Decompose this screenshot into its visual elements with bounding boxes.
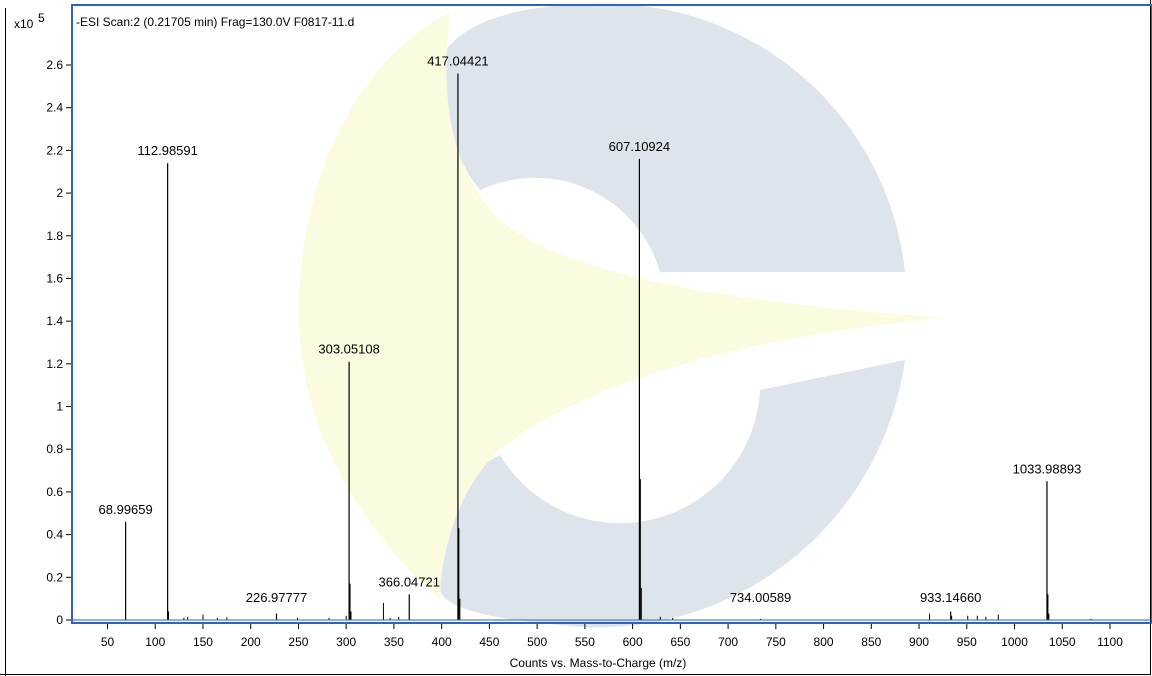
y-tick-label: 1.8 xyxy=(46,229,63,243)
x-tick-label: 750 xyxy=(766,635,786,649)
peak-label: 417.04421 xyxy=(427,54,488,69)
left-border-line xyxy=(5,8,6,676)
x-tick-label: 350 xyxy=(384,635,404,649)
peak-label: 68.99659 xyxy=(99,502,153,517)
x-tick-label: 1100 xyxy=(1097,635,1123,649)
x-tick-label: 950 xyxy=(957,635,977,649)
peak-label: 303.05108 xyxy=(318,342,379,357)
y-tick-label: 1.2 xyxy=(46,357,63,371)
y-tick-label: 2 xyxy=(56,186,63,200)
plot-frame xyxy=(71,4,1152,624)
x-tick-label: 850 xyxy=(861,635,881,649)
x-tick-label: 450 xyxy=(479,635,499,649)
x-tick-label: 550 xyxy=(575,635,595,649)
y-tick-label: 1.6 xyxy=(46,271,63,285)
peak-labels: 68.99659 112.98591 226.97777 303.05108 366.0… xyxy=(99,54,1082,605)
x-tick-label: 800 xyxy=(814,635,834,649)
y-axis-ticks: 0 0.2 0.4 0.6 0.8 1 1.2 1.4 1.6 1.8 2 2.2 2.4 2.6 xyxy=(46,58,72,627)
y-tick-label: 2.2 xyxy=(46,143,63,157)
peak-label: 112.98591 xyxy=(137,143,198,158)
major-peaks xyxy=(125,73,1048,620)
peak-label: 226.97777 xyxy=(246,590,307,605)
y-tick-label: 2.6 xyxy=(46,58,63,72)
peak-label: 366.04721 xyxy=(379,574,440,589)
y-tick-label: 0.8 xyxy=(46,442,63,456)
x-tick-label: 200 xyxy=(241,635,261,649)
peak-label: 933.14660 xyxy=(920,590,981,605)
x-tick-label: 700 xyxy=(718,635,738,649)
x-tick-label: 300 xyxy=(336,635,356,649)
y-tick-label: 0.4 xyxy=(46,528,63,542)
y-tick-label: 0.2 xyxy=(46,570,63,584)
x-tick-label: 600 xyxy=(623,635,643,649)
x-axis-ticks: 50 100 150 200 250 300 350 400 450 500 550 600 650 70… xyxy=(101,623,1123,649)
minor-peaks xyxy=(168,479,1092,620)
x-axis-title: Counts vs. Mass-to-Charge (m/z) xyxy=(510,656,687,670)
y-multiplier-label: x10 xyxy=(14,17,34,31)
watermark-gray-arc-lower xyxy=(440,360,905,628)
y-tick-label: 0.6 xyxy=(46,485,63,499)
y-tick-label: 0 xyxy=(56,613,63,627)
y-tick-label: 1 xyxy=(56,400,63,414)
x-tick-label: 500 xyxy=(527,635,547,649)
x-tick-label: 50 xyxy=(101,635,115,649)
x-tick-label: 900 xyxy=(909,635,929,649)
y-tick-label: 1.4 xyxy=(46,314,63,328)
x-tick-label: 1050 xyxy=(1049,635,1076,649)
watermark-gray-arc xyxy=(440,3,905,272)
chart-title: -ESI Scan:2 (0.21705 min) Frag=130.0V F0… xyxy=(76,15,354,29)
x-tick-label: 400 xyxy=(432,635,452,649)
x-tick-label: 250 xyxy=(288,635,308,649)
peak-label: 607.10924 xyxy=(609,139,670,154)
peak-label: 1033.98893 xyxy=(1013,461,1082,476)
x-tick-label: 650 xyxy=(670,635,690,649)
x-tick-label: 1000 xyxy=(1001,635,1028,649)
watermark-yellow-wedge xyxy=(298,12,945,600)
x-tick-label: 100 xyxy=(145,635,165,649)
peak-label: 734.00589 xyxy=(730,590,791,605)
y-multiplier-exponent: 5 xyxy=(38,11,45,25)
y-tick-label: 2.4 xyxy=(46,101,63,115)
x-tick-label: 150 xyxy=(193,635,213,649)
